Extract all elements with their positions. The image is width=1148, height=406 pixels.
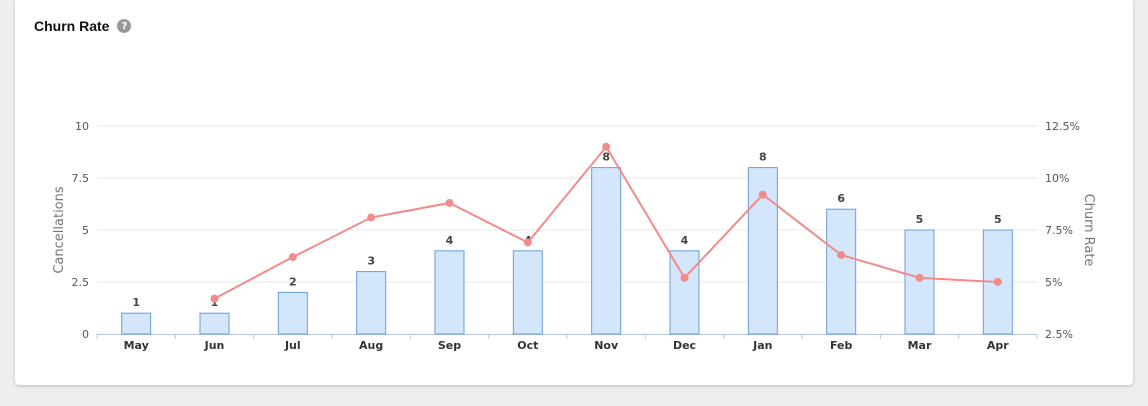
bar (591, 167, 622, 335)
churn-rate-point (288, 253, 297, 262)
x-tick-label: Sep (438, 339, 461, 352)
card-title: Churn Rate (34, 18, 110, 34)
x-tick-label: Jan (752, 339, 772, 352)
bar-data-label: 6 (837, 192, 845, 205)
churn-rate-point (680, 273, 689, 282)
churn-rate-point (758, 190, 767, 199)
y2-tick-label: 5% (1045, 276, 1062, 289)
churn-rate-point (837, 250, 846, 259)
x-tick-label: Oct (517, 339, 538, 352)
bar (199, 312, 230, 335)
y-tick-label: 0 (82, 328, 89, 341)
bar (669, 250, 700, 335)
bar-data-label: 3 (367, 255, 375, 268)
bar (512, 250, 543, 335)
bar-data-label: 8 (759, 151, 767, 164)
bar (904, 229, 935, 335)
bar-data-label: 8 (602, 151, 610, 164)
bar (356, 271, 387, 335)
x-tick-label: Mar (908, 339, 932, 352)
y-tick-label: 10 (75, 120, 89, 133)
x-tick-label: Aug (359, 339, 383, 352)
bar (277, 291, 308, 335)
churn-rate-point (445, 198, 454, 207)
bar-data-label: 1 (211, 296, 219, 309)
churn-rate-point (210, 294, 219, 303)
bar (434, 250, 465, 335)
bar-data-label: 5 (916, 213, 924, 226)
question-circle-icon[interactable]: ? (117, 19, 132, 33)
x-tick-label: Jul (284, 339, 301, 352)
bar-data-label: 1 (132, 296, 140, 309)
y2-axis-title: Churn Rate (1081, 194, 1096, 267)
churn-rate-point (915, 273, 924, 282)
x-tick-label: Dec (673, 339, 696, 352)
y-tick-label: 2.5 (72, 276, 90, 289)
y-tick-label: 5 (82, 224, 89, 237)
y-tick-label: 7.5 (72, 172, 90, 185)
card-header: Churn Rate ? (34, 18, 132, 34)
y2-tick-label: 7.5% (1045, 224, 1073, 237)
y2-tick-label: 12.5% (1045, 120, 1080, 133)
bar-data-label: 4 (446, 234, 454, 247)
x-tick-label: Jun (204, 339, 225, 352)
bar (826, 208, 857, 335)
bar (121, 312, 152, 335)
churn-rate-point (602, 142, 611, 151)
churn-rate-point (523, 238, 532, 247)
x-tick-label: Apr (987, 339, 1009, 352)
y-axis-title: Cancellations (52, 186, 67, 274)
x-tick-label: May (124, 339, 149, 352)
x-tick-label: Nov (594, 339, 619, 352)
churn-rate-point (993, 278, 1002, 286)
bar-data-label: 4 (681, 234, 689, 247)
y2-tick-label: 2.5% (1045, 328, 1073, 341)
x-tick-label: Feb (830, 339, 853, 352)
churn-rate-point (367, 213, 376, 222)
y2-tick-label: 10% (1045, 172, 1069, 185)
bar-data-label: 5 (994, 213, 1002, 226)
bar-data-label: 2 (289, 275, 297, 288)
